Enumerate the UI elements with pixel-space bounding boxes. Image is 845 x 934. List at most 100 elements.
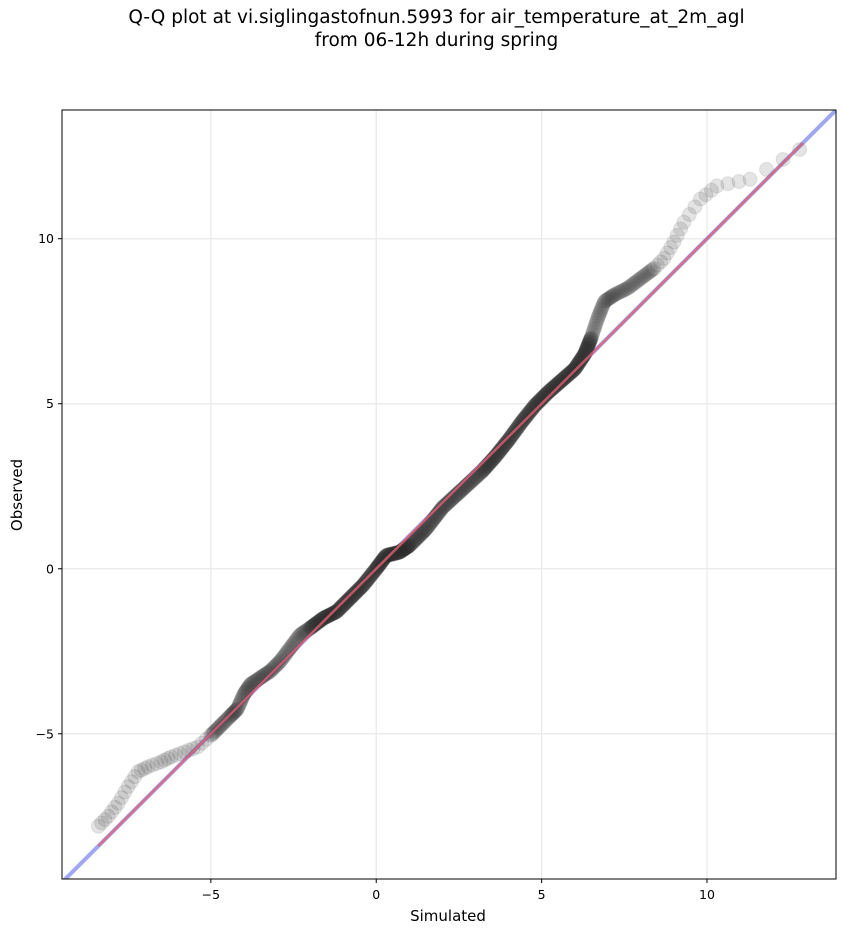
data-point [401,538,417,554]
data-point [589,314,605,330]
data-point [413,526,429,542]
data-point [504,428,520,444]
data-point [408,531,424,547]
data-point [399,539,415,555]
data-point [557,370,573,386]
data-point [378,548,394,564]
data-point [595,297,611,313]
data-point [329,604,345,620]
data-point [400,539,416,555]
data-point [698,187,714,203]
data-point [268,657,284,673]
data-point [587,318,603,334]
data-point [504,427,520,443]
data-point [399,539,415,555]
data-point [499,435,515,451]
data-point [632,271,648,287]
y-tick-label: 10 [38,231,54,246]
data-point [117,784,133,800]
data-point [692,191,708,207]
data-point [520,406,536,422]
data-point [544,381,560,397]
data-point [558,369,574,385]
data-point [539,385,555,401]
data-point [587,320,603,336]
data-point [550,376,566,392]
data-point [554,372,570,388]
data-point [527,397,543,413]
data-point [792,142,808,158]
data-point [530,395,546,411]
data-point [609,286,625,302]
data-point [375,552,391,568]
data-point [270,655,286,671]
fit-lines [97,142,804,847]
data-point [309,615,325,631]
data-point [579,339,595,355]
data-point [568,359,584,375]
data-point [264,661,280,677]
data-point [385,546,401,562]
data-point [335,597,351,613]
data-point [600,291,616,307]
data-point [530,394,546,410]
data-point [572,353,588,369]
data-point [327,605,343,621]
data-point [522,404,538,420]
data-point [413,526,429,542]
data-point [556,370,572,386]
data-point [401,538,417,554]
axis-ticks: −5 0 5 10 −5 0 5 10 [36,231,715,902]
data-point [387,545,403,561]
data-point [525,399,541,415]
data-point [309,615,325,631]
data-point [358,574,374,590]
data-point [591,308,607,324]
data-point [549,376,565,392]
data-point [534,391,550,407]
data-point [341,591,357,607]
data-point [311,614,327,630]
data-point [524,401,540,417]
data-point [359,573,375,589]
data-point [533,391,549,407]
data-point [621,279,637,295]
data-point [245,675,261,691]
data-point [94,815,110,831]
data-point [522,403,538,419]
data-point [656,251,672,267]
data-point [583,330,599,346]
data-point [338,595,354,611]
data-point [642,263,658,279]
data-point [574,351,590,367]
data-point [388,545,404,561]
data-point [292,627,308,643]
chart-title: Q-Q plot at vi.siglingastofnun.5993 for … [0,6,845,52]
data-point [356,577,372,593]
data-point [310,614,326,630]
data-point [673,221,689,237]
x-tick-label: 10 [699,887,715,902]
data-point [313,612,329,628]
data-point [531,394,547,410]
data-point [318,609,334,625]
data-point [497,436,513,452]
y-tick-label: −5 [36,726,54,741]
data-point [580,338,596,354]
data-point [585,324,601,340]
data-point [612,284,628,300]
data-point [520,406,536,422]
data-point [563,364,579,380]
data-point [548,377,564,393]
data-point [290,629,306,645]
data-point [554,372,570,388]
data-point [312,613,328,629]
data-point [437,498,453,514]
data-point [421,517,437,533]
data-point [634,269,650,285]
data-point [97,812,113,828]
data-point [310,614,326,630]
data-point [559,368,575,384]
data-point [604,288,620,304]
